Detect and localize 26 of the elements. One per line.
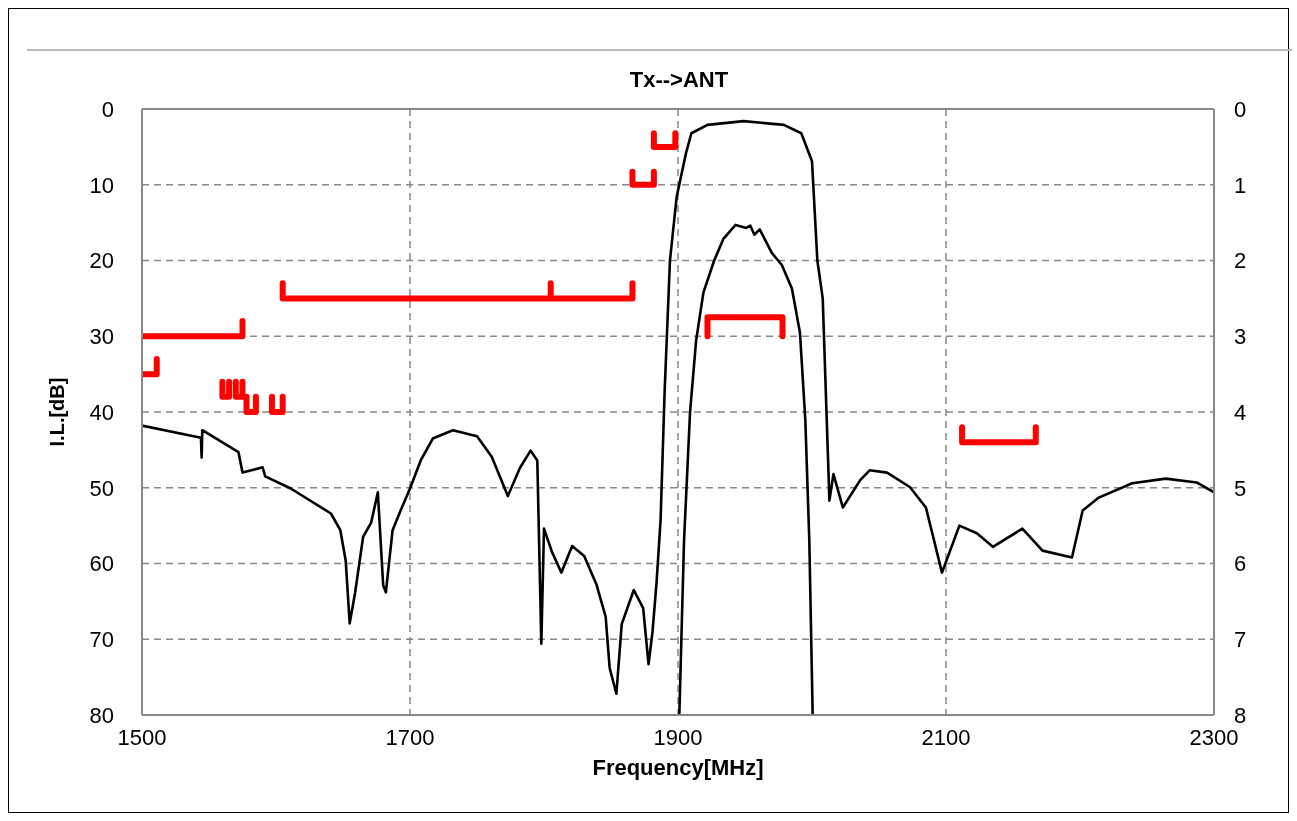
line-series [142,119,1214,696]
x-tick-label: 2100 [921,724,971,750]
y2-tick-label: 6 [1234,551,1247,577]
y-tick-label: 30 [89,324,114,350]
chart-title: Tx-->ANT [628,67,730,93]
y2-tick-label: 0 [1234,96,1247,122]
y-tick-label: 50 [89,475,114,501]
y2-tick-label: 2 [1234,248,1247,274]
line-series [678,223,814,715]
y2-tick-label: 1 [1234,172,1247,198]
y-tick-label: 80 [89,702,114,728]
y-tick-label: 40 [89,399,114,425]
x-axis-title: Frequency[MHz] [592,755,764,780]
y-tick-label: 10 [89,172,114,198]
y-axis-title: I.L.[dB] [46,377,69,447]
x-tick-label: 1700 [385,724,435,750]
y-tick-label: 0 [101,96,114,122]
y-tick-label: 60 [89,551,114,577]
x-tick-label: 1500 [117,724,167,750]
y-tick-label: 70 [89,627,114,653]
y2-tick-label: 4 [1234,399,1247,425]
y2-tick-label: 5 [1234,475,1247,501]
y2-tick-label: 7 [1234,627,1247,653]
y-tick-label: 20 [89,248,114,274]
x-tick-label: 1900 [653,724,703,750]
y2-tick-label: 3 [1234,324,1247,350]
